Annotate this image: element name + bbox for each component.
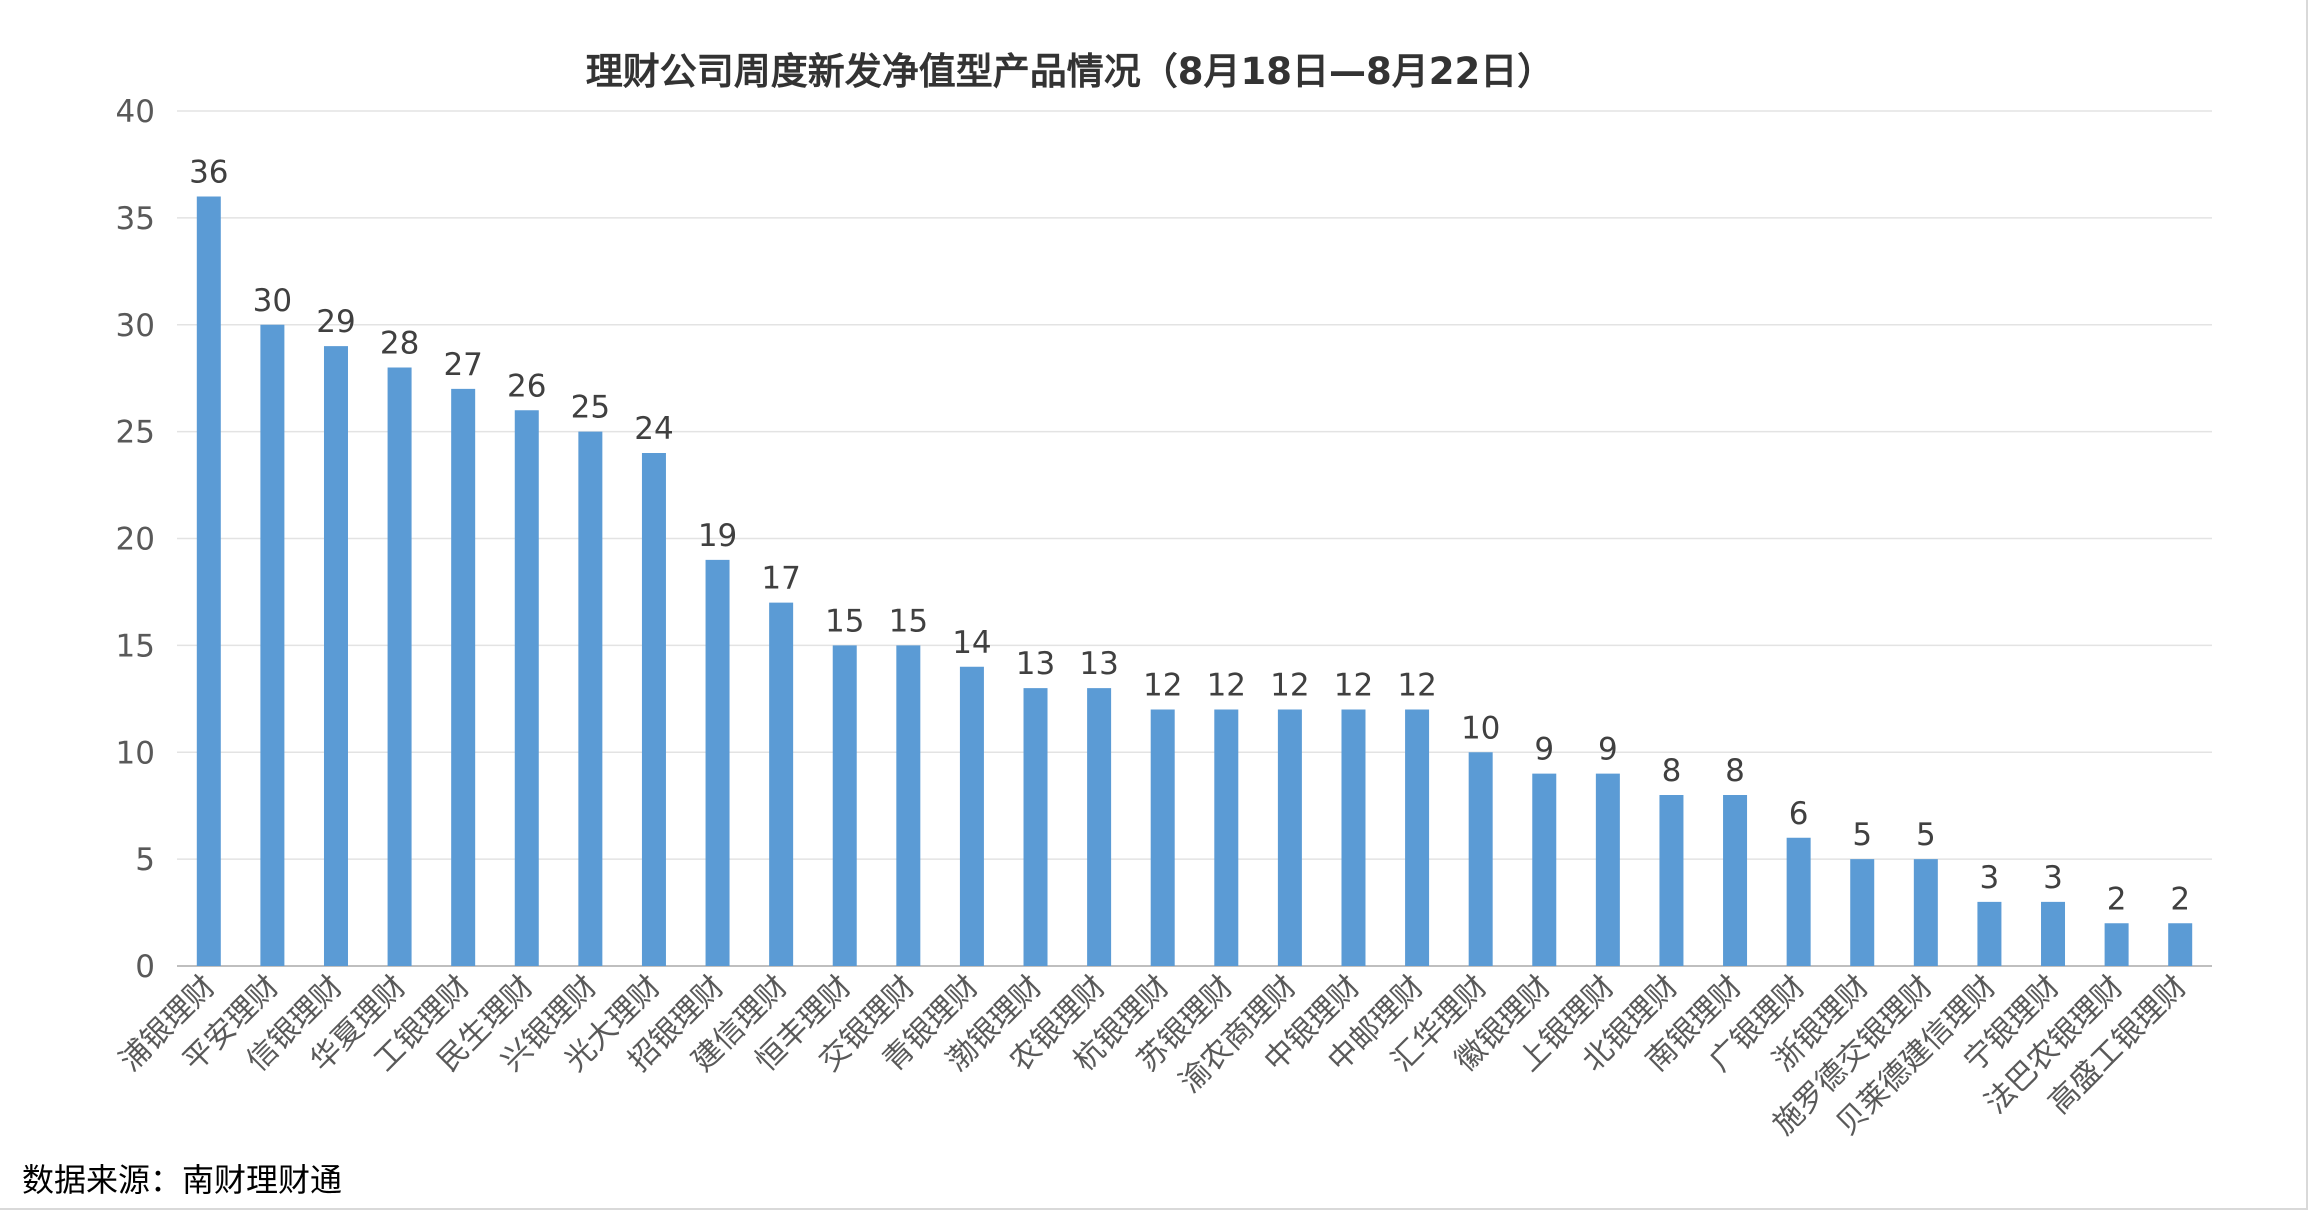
data-label: 13	[1079, 646, 1118, 682]
y-tick-label: 5	[135, 842, 155, 878]
bar	[2168, 923, 2193, 966]
data-label: 12	[1207, 668, 1246, 704]
data-label: 10	[1461, 710, 1500, 746]
chart-title: 理财公司周度新发净值型产品情况（8月18日—8月22日）	[586, 50, 1554, 93]
data-label: 5	[1916, 817, 1936, 853]
data-label: 25	[571, 390, 610, 426]
bar	[1659, 795, 1684, 966]
data-label: 12	[1334, 668, 1373, 704]
bar	[641, 453, 666, 966]
bar	[959, 666, 984, 966]
data-label: 5	[1852, 817, 1872, 853]
data-label: 8	[1725, 753, 1745, 789]
bar	[832, 645, 857, 966]
data-label: 26	[507, 368, 546, 404]
data-label: 3	[1980, 860, 2000, 896]
bar	[578, 431, 603, 966]
y-tick-label: 35	[116, 201, 155, 237]
data-label: 6	[1789, 796, 1809, 832]
data-label: 2	[2107, 881, 2127, 917]
data-label: 15	[889, 603, 928, 639]
data-label: 30	[253, 283, 292, 319]
bar	[1913, 859, 1938, 966]
y-tick-label: 0	[135, 949, 155, 985]
bar	[896, 645, 921, 966]
data-label: 29	[316, 304, 355, 340]
y-tick-label: 30	[116, 308, 155, 344]
y-tick-label: 40	[116, 94, 155, 130]
bar	[323, 346, 348, 966]
data-label: 13	[1016, 646, 1055, 682]
bar	[1214, 709, 1239, 966]
bar	[705, 559, 730, 966]
data-label: 17	[761, 561, 800, 597]
data-label: 9	[1598, 732, 1618, 768]
data-label: 36	[189, 155, 228, 191]
bar	[2104, 923, 2129, 966]
data-label: 2	[2170, 881, 2190, 917]
data-label: 3	[2043, 860, 2063, 896]
bar	[1786, 837, 1811, 966]
bar	[1087, 688, 1112, 966]
bar	[1723, 795, 1748, 966]
data-label: 12	[1270, 668, 1309, 704]
y-tick-label: 15	[116, 628, 155, 664]
bar	[387, 367, 412, 966]
data-label: 15	[825, 603, 864, 639]
data-label: 14	[952, 625, 991, 661]
bar	[769, 602, 794, 966]
data-label: 8	[1662, 753, 1682, 789]
bar	[1405, 709, 1430, 966]
data-label: 9	[1534, 732, 1554, 768]
data-label: 12	[1397, 668, 1436, 704]
bar	[1023, 688, 1048, 966]
bar	[1977, 901, 2002, 966]
y-tick-label: 20	[116, 522, 155, 558]
bar	[1850, 859, 1875, 966]
data-source-note: 数据来源：南财理财通	[22, 1161, 343, 1199]
bar	[1595, 773, 1620, 966]
bar	[1468, 752, 1493, 966]
bar	[260, 324, 285, 966]
data-label: 19	[698, 518, 737, 554]
data-label: 12	[1143, 668, 1182, 704]
y-tick-label: 25	[116, 415, 155, 451]
bar	[1150, 709, 1175, 966]
data-label: 28	[380, 326, 419, 362]
data-label: 27	[443, 347, 482, 383]
bar	[1277, 709, 1302, 966]
bar	[451, 388, 476, 966]
bar	[1532, 773, 1557, 966]
y-tick-label: 10	[116, 735, 155, 771]
data-label: 24	[634, 411, 673, 447]
bar	[1341, 709, 1366, 966]
bar	[196, 196, 221, 966]
bar	[514, 410, 539, 966]
bar	[2041, 901, 2066, 966]
